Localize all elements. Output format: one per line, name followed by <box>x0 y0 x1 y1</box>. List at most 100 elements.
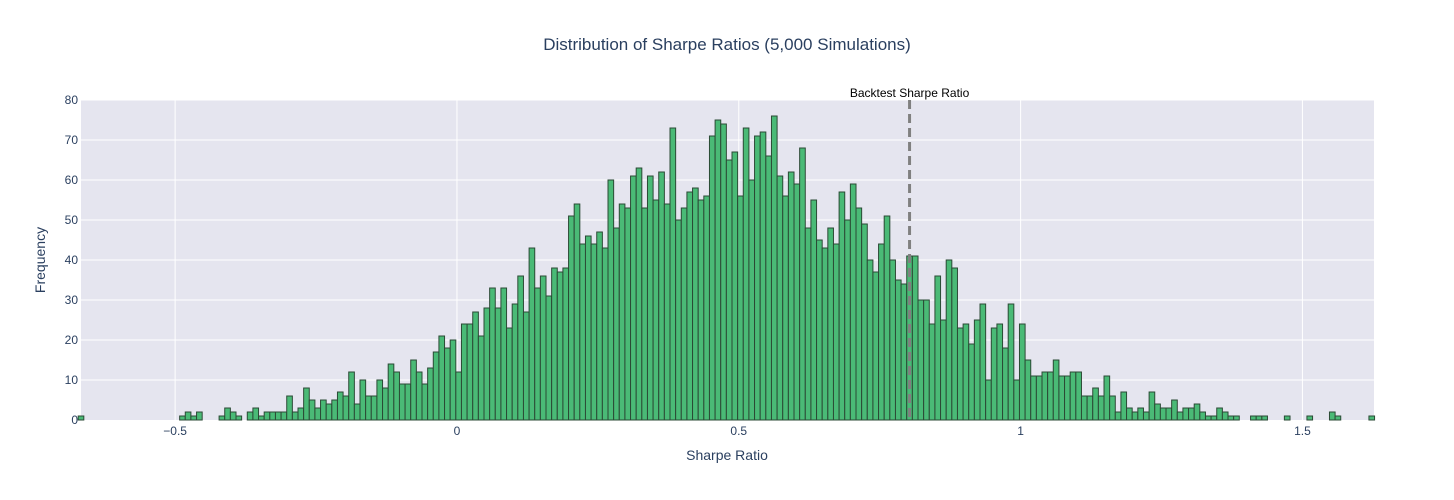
histogram-bar <box>1018 323 1026 421</box>
histogram-bar <box>883 215 891 421</box>
histogram-bar <box>303 387 310 421</box>
histogram-bar <box>658 171 665 421</box>
histogram-bar <box>996 323 1004 421</box>
histogram-bar <box>291 411 299 421</box>
histogram-bar <box>460 323 468 421</box>
histogram-bar <box>1159 407 1167 421</box>
histogram-bar <box>663 203 671 421</box>
histogram-bar <box>308 399 316 421</box>
histogram-bar <box>720 123 727 421</box>
histogram-bar <box>1052 359 1060 421</box>
histogram-bar <box>607 179 615 421</box>
histogram-bar <box>1030 375 1037 421</box>
histogram-bar <box>224 407 231 421</box>
histogram-bar <box>968 343 975 421</box>
histogram-bar <box>1306 415 1314 421</box>
histogram-bar <box>1114 411 1122 421</box>
histogram-bar <box>218 415 226 421</box>
histogram-bar <box>799 147 806 421</box>
histogram-bar <box>917 299 925 421</box>
histogram-bar <box>894 279 902 421</box>
histogram-bar <box>235 415 243 421</box>
histogram-bar <box>365 395 372 421</box>
histogram-bar <box>951 267 958 421</box>
histogram-bar <box>703 195 710 421</box>
histogram-bar <box>1182 407 1190 421</box>
histogram-bar <box>539 275 547 421</box>
histogram-bar <box>1058 375 1066 421</box>
histogram-bar <box>1137 407 1144 421</box>
histogram-bar <box>274 411 282 421</box>
backtest-sharpe-label: Backtest Sharpe Ratio <box>850 86 970 100</box>
histogram-bar <box>962 323 970 421</box>
y-axis-ticks: 0 10 20 30 40 50 60 70 80 <box>65 93 79 427</box>
x-axis-ticks: −0.5 0 0.5 1 1.5 <box>163 424 1311 438</box>
x-tick-label: 1.5 <box>1294 424 1311 438</box>
histogram-bar <box>1120 391 1128 421</box>
histogram-bar <box>1261 415 1268 421</box>
y-tick-label: 80 <box>65 93 79 107</box>
histogram-bar <box>1255 415 1263 421</box>
histogram-bar <box>562 267 570 421</box>
y-axis-title: Frequency <box>32 227 48 293</box>
x-tick-label: 0.5 <box>730 424 747 438</box>
histogram-bar <box>1368 415 1376 421</box>
histogram-bar <box>382 387 389 421</box>
histogram-bar <box>956 327 964 421</box>
y-tick-label: 30 <box>65 293 79 307</box>
histogram-bar <box>246 411 254 421</box>
histogram-bar <box>1131 411 1139 421</box>
histogram-bar <box>669 127 677 421</box>
histogram-bar <box>1233 415 1240 421</box>
histogram-bar <box>511 303 519 421</box>
histogram-bar <box>1002 347 1009 421</box>
histogram-bar <box>934 275 942 421</box>
histogram-bar <box>359 379 367 421</box>
histogram-bar <box>376 379 384 421</box>
histogram-bar <box>455 371 462 421</box>
histogram-bar <box>1103 375 1111 421</box>
histogram-bar <box>325 403 333 421</box>
histogram-bar <box>787 171 795 421</box>
histogram-bar <box>517 275 524 421</box>
histogram-bar <box>725 159 733 421</box>
histogram-bar <box>1227 415 1235 421</box>
histogram-bar <box>596 231 603 421</box>
histogram-bar <box>765 155 772 421</box>
histogram-bar <box>776 175 784 421</box>
histogram-bar <box>923 299 930 421</box>
histogram-bar <box>759 131 767 421</box>
histogram-bar <box>466 323 474 421</box>
histogram-bar <box>866 259 874 421</box>
x-tick-label: 1 <box>1017 424 1024 438</box>
histogram-bar <box>196 411 203 421</box>
histogram-bar <box>973 319 981 421</box>
histogram-bars <box>77 115 1376 421</box>
histogram-bar <box>398 383 406 421</box>
histogram-bar <box>900 283 908 421</box>
histogram-bar <box>252 407 260 421</box>
histogram-bar <box>421 383 429 421</box>
histogram-bar <box>686 191 694 421</box>
histogram-bar <box>342 395 350 421</box>
y-tick-label: 10 <box>65 373 79 387</box>
histogram-bar <box>855 207 863 421</box>
histogram-bar <box>551 267 558 421</box>
histogram-bar <box>872 271 880 421</box>
histogram-bar <box>646 175 654 421</box>
histogram-bar <box>1109 395 1116 421</box>
histogram-bar <box>404 383 412 421</box>
histogram-bar <box>748 179 756 421</box>
histogram-bar <box>1086 395 1094 421</box>
histogram-bar <box>286 395 293 421</box>
histogram-bar <box>229 411 237 421</box>
histogram-bar <box>630 175 637 421</box>
histogram-bar <box>737 195 744 421</box>
histogram-bar <box>573 203 581 421</box>
y-tick-label: 40 <box>65 253 79 267</box>
histogram-bar <box>878 243 885 421</box>
histogram-bar <box>297 407 305 421</box>
histogram-bar <box>1035 375 1043 421</box>
histogram-bar <box>708 135 716 421</box>
histogram-bar <box>635 167 643 421</box>
